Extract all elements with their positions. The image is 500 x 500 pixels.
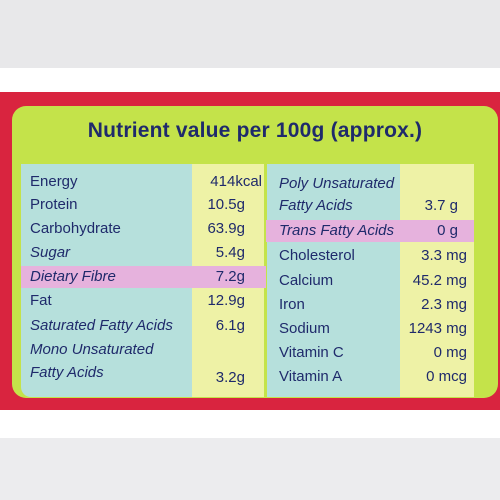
right-row-7-value: 0 mg — [433, 344, 467, 361]
background-bottom — [0, 438, 500, 500]
right-row-6-value: 1243 mg — [408, 320, 467, 337]
left-row-0-name: Energy — [30, 173, 78, 190]
left-row-2-name: Carbohydrate — [30, 220, 121, 237]
right-row-8-name: Vitamin A — [279, 368, 343, 385]
right-row-2-value: 0 g — [437, 222, 458, 239]
right-row-1-name: Fatty Acids — [279, 197, 353, 214]
left-row-3-value: 5.4g — [215, 244, 245, 261]
right-row-5-value: 2.3 mg — [421, 296, 467, 313]
background-top — [0, 0, 500, 68]
right-row-2-name: Trans Fatty Acids — [279, 222, 395, 239]
right-names-column — [266, 164, 400, 397]
left-row-3-name: Sugar — [30, 244, 71, 261]
right-values-column — [400, 164, 474, 397]
right-row-7-name: Vitamin C — [279, 344, 344, 361]
right-row-4-value: 45.2 mg — [412, 272, 467, 289]
left-row-0-value: 414kcal — [210, 173, 262, 190]
nutrition-title: Nutrient value per 100g (approx.) — [87, 119, 423, 142]
right-row-6-name: Sodium — [279, 320, 330, 337]
right-row-3-name: Cholesterol — [279, 247, 355, 264]
left-row-6-name: Saturated Fatty Acids — [30, 317, 173, 334]
left-row-5-name: Fat — [30, 292, 52, 309]
right-row-0-name: Poly Unsaturated — [279, 175, 395, 192]
dietary-fibre-highlight — [21, 266, 266, 288]
left-row-5-value: 12.9g — [207, 292, 245, 309]
left-row-4-value: 7.2g — [215, 268, 245, 285]
left-row-2-value: 63.9g — [207, 220, 245, 237]
right-row-8-value: 0 mcg — [426, 368, 467, 385]
right-row-3-value: 3.3 mg — [421, 247, 467, 264]
trans-fat-highlight — [266, 220, 474, 242]
left-row-7-name: Mono Unsaturated — [30, 341, 154, 358]
left-row-6-value: 6.1g — [215, 317, 245, 334]
left-row-1-name: Protein — [30, 196, 78, 213]
left-row-8-value: 3.2g — [215, 369, 245, 386]
left-row-8-name: Fatty Acids — [30, 364, 104, 381]
right-row-1-value: 3.7 g — [424, 197, 458, 214]
right-row-5-name: Iron — [279, 296, 305, 313]
left-row-4-name: Dietary Fibre — [30, 268, 116, 285]
right-row-4-name: Calcium — [279, 272, 334, 289]
left-row-1-value: 10.5g — [207, 196, 245, 213]
